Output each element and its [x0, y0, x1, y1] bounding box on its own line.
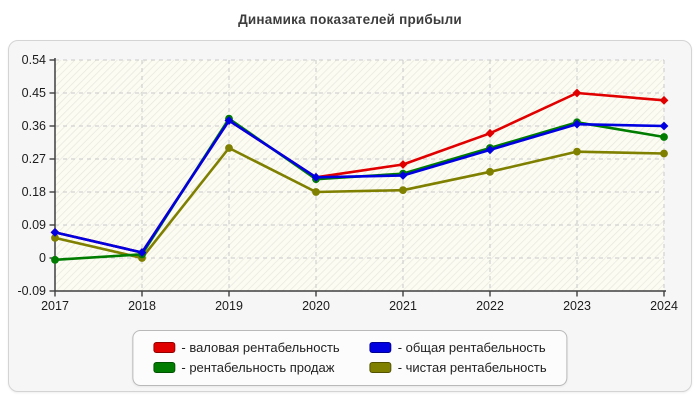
data-point — [312, 188, 320, 196]
x-tick-label: 2021 — [389, 299, 417, 313]
y-tick-label: -0.09 — [18, 284, 47, 298]
data-point — [137, 248, 147, 257]
data-point — [399, 186, 407, 195]
chart-title: Динамика показателей прибыли — [238, 12, 462, 27]
x-tick-label: 2024 — [650, 299, 678, 313]
gross-profitability-swatch-icon — [153, 342, 176, 353]
x-tick-label: 2023 — [563, 299, 591, 313]
legend-item-label: - валовая рентабельность — [181, 340, 340, 355]
y-tick-label: 0.09 — [22, 218, 46, 232]
net-profitability-swatch-icon — [369, 362, 392, 373]
data-point — [398, 171, 408, 180]
data-point — [659, 95, 669, 105]
data-point — [572, 88, 582, 98]
x-tick-label: 2020 — [302, 299, 330, 313]
legend-item-sales-profitability: - рентабельность продаж — [153, 360, 339, 375]
y-tick-label: 0.27 — [22, 152, 46, 166]
series-line-diamond — [53, 119, 666, 254]
legend: - валовая рентабельность - общая рентабе… — [132, 330, 568, 386]
data-point — [224, 116, 234, 125]
data-point — [660, 133, 668, 141]
y-tick-label: 0 — [39, 251, 46, 265]
data-point — [50, 227, 60, 237]
x-tick-label: 2018 — [128, 299, 156, 313]
y-tick-label: 0.54 — [22, 53, 46, 67]
data-point — [225, 144, 233, 152]
legend-item-total-profitability: - общая рентабельность — [369, 340, 547, 355]
data-point — [572, 119, 582, 129]
data-point — [486, 167, 494, 176]
x-tick-label: 2017 — [41, 299, 69, 313]
x-tick-label: 2019 — [215, 299, 243, 313]
data-point — [573, 147, 581, 156]
series-line-circle — [53, 146, 666, 260]
data-point — [485, 145, 495, 155]
x-tick-label: 2022 — [476, 299, 504, 313]
data-point — [51, 255, 59, 264]
sales-profitability-swatch-icon — [153, 362, 176, 373]
y-tick-label: 0.36 — [22, 119, 46, 133]
legend-item-label: - общая рентабельность — [397, 340, 546, 355]
legend-item-gross-profitability: - валовая рентабельность — [153, 340, 340, 355]
y-tick-label: 0.45 — [22, 86, 46, 100]
data-point — [398, 160, 408, 169]
total-profitability-swatch-icon — [369, 342, 392, 353]
data-point — [485, 128, 495, 138]
y-tick-label: 0.18 — [22, 185, 46, 199]
legend-item-label: - чистая рентабельность — [397, 360, 547, 375]
data-point — [659, 121, 669, 131]
legend-item-label: - рентабельность продаж — [181, 360, 335, 375]
data-point — [660, 149, 668, 158]
legend-item-net-profitability: - чистая рентабельность — [369, 360, 547, 375]
data-point — [51, 233, 59, 242]
data-point — [311, 172, 321, 182]
